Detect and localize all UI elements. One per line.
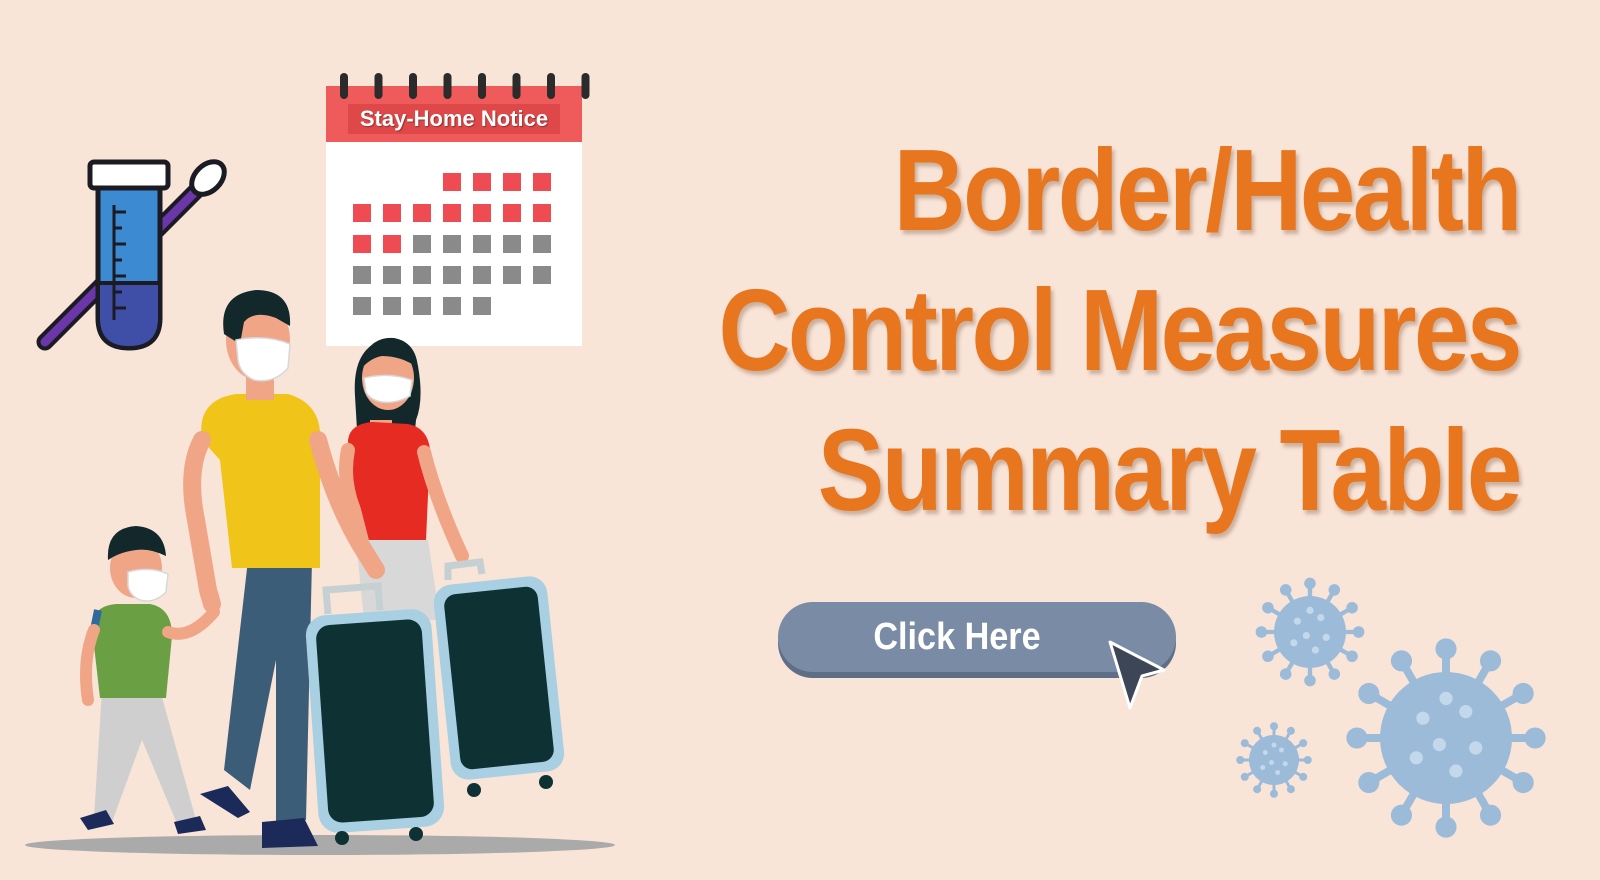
headline-line-2: Control Measures: [718, 265, 1523, 395]
virus-icon: [1346, 638, 1546, 838]
test-tube-swab-icon: [36, 159, 227, 351]
calendar-day: [353, 235, 371, 253]
virus-icon: [1255, 577, 1365, 687]
virus-icon: [1236, 722, 1312, 798]
calendar-day: [533, 173, 551, 191]
calendar-day: [353, 204, 371, 222]
calendar-day: [473, 173, 491, 191]
boy-figure: [80, 526, 220, 834]
calendar-day: [443, 297, 461, 315]
calendar-day: [533, 235, 551, 253]
calendar-day: [443, 235, 461, 253]
headline-line-3: Summary Table: [817, 405, 1523, 535]
suitcase-front: [305, 582, 445, 845]
click-here-button[interactable]: Click Here: [778, 602, 1176, 672]
ground-shadow: [25, 835, 615, 855]
calendar-day: [353, 266, 371, 284]
calendar-day: [473, 235, 491, 253]
calendar-day: [383, 235, 401, 253]
calendar-day: [503, 173, 521, 191]
calendar-day: [473, 297, 491, 315]
calendar-day: [443, 204, 461, 222]
calendar-day: [533, 204, 551, 222]
headline: Border/Health Control Measures Summary T…: [718, 120, 1523, 540]
calendar-day: [443, 173, 461, 191]
suitcase-back: [433, 558, 565, 797]
calendar-day: [503, 204, 521, 222]
headline-line-1: Border/Health: [893, 125, 1523, 255]
calendar-title: Stay-Home Notice: [359, 106, 549, 131]
family-illustration: [80, 290, 565, 848]
calendar-day: [413, 235, 431, 253]
calendar-day: [503, 235, 521, 253]
calendar-day: [353, 297, 371, 315]
mouse-pointer-icon: [1108, 640, 1166, 710]
calendar-day: [503, 266, 521, 284]
calendar-day: [383, 266, 401, 284]
calendar-day: [533, 266, 551, 284]
calendar-day: [383, 297, 401, 315]
calendar-day: [413, 204, 431, 222]
calendar-day: [383, 204, 401, 222]
woman-figure: [339, 337, 469, 620]
calendar-icon: [326, 73, 590, 346]
calendar-day: [473, 266, 491, 284]
calendar-day: [443, 266, 461, 284]
man-figure: [183, 290, 385, 848]
calendar-day: [413, 266, 431, 284]
calendar-day: [413, 297, 431, 315]
click-here-label: Click Here: [873, 616, 1041, 658]
calendar-day: [473, 204, 491, 222]
